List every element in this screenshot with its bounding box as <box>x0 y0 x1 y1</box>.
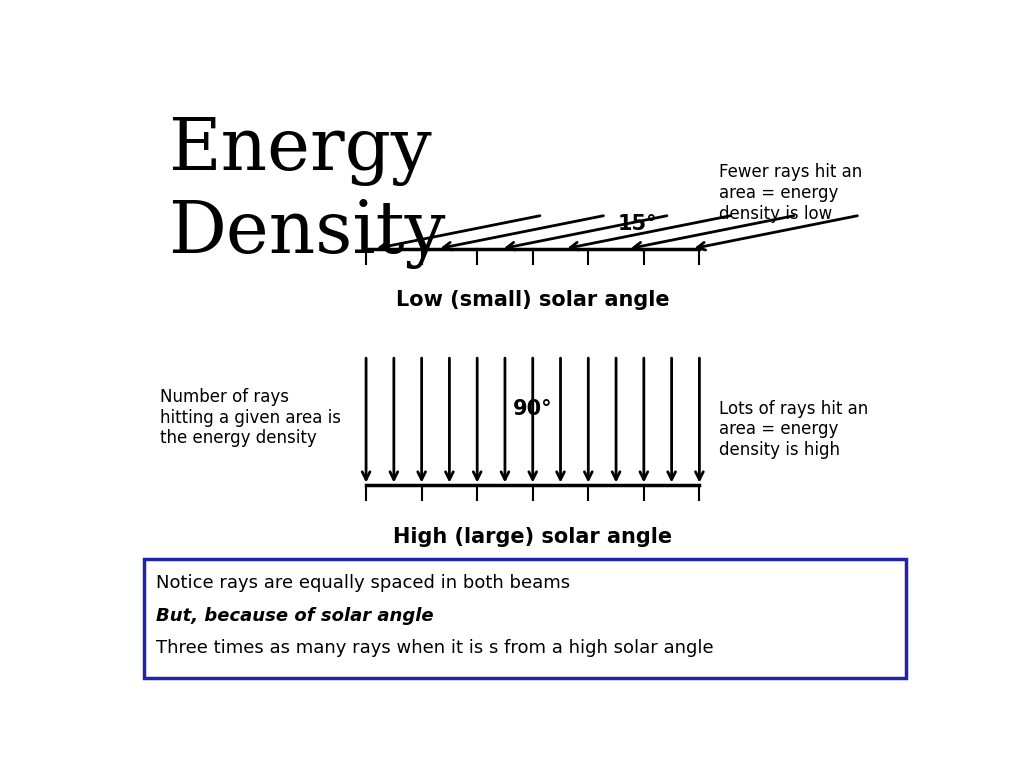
Text: Low (small) solar angle: Low (small) solar angle <box>396 290 670 310</box>
Text: Notice rays are equally spaced in both beams: Notice rays are equally spaced in both b… <box>156 574 570 592</box>
Text: But, because of solar angle: But, because of solar angle <box>156 607 433 624</box>
Text: Lots of rays hit an
area = energy
density is high: Lots of rays hit an area = energy densit… <box>719 399 868 459</box>
Text: Fewer rays hit an
area = energy
density is low: Fewer rays hit an area = energy density … <box>719 163 862 223</box>
Text: 15°: 15° <box>617 214 657 234</box>
Text: High (large) solar angle: High (large) solar angle <box>393 527 673 547</box>
Text: 90°: 90° <box>513 399 553 419</box>
Text: Number of rays
hitting a given area is
the energy density: Number of rays hitting a given area is t… <box>160 388 341 448</box>
Bar <box>143 559 906 677</box>
Text: Three times as many rays when it is s from a high solar angle: Three times as many rays when it is s fr… <box>156 639 714 657</box>
Text: Density: Density <box>168 199 445 269</box>
Text: Energy: Energy <box>168 116 431 187</box>
